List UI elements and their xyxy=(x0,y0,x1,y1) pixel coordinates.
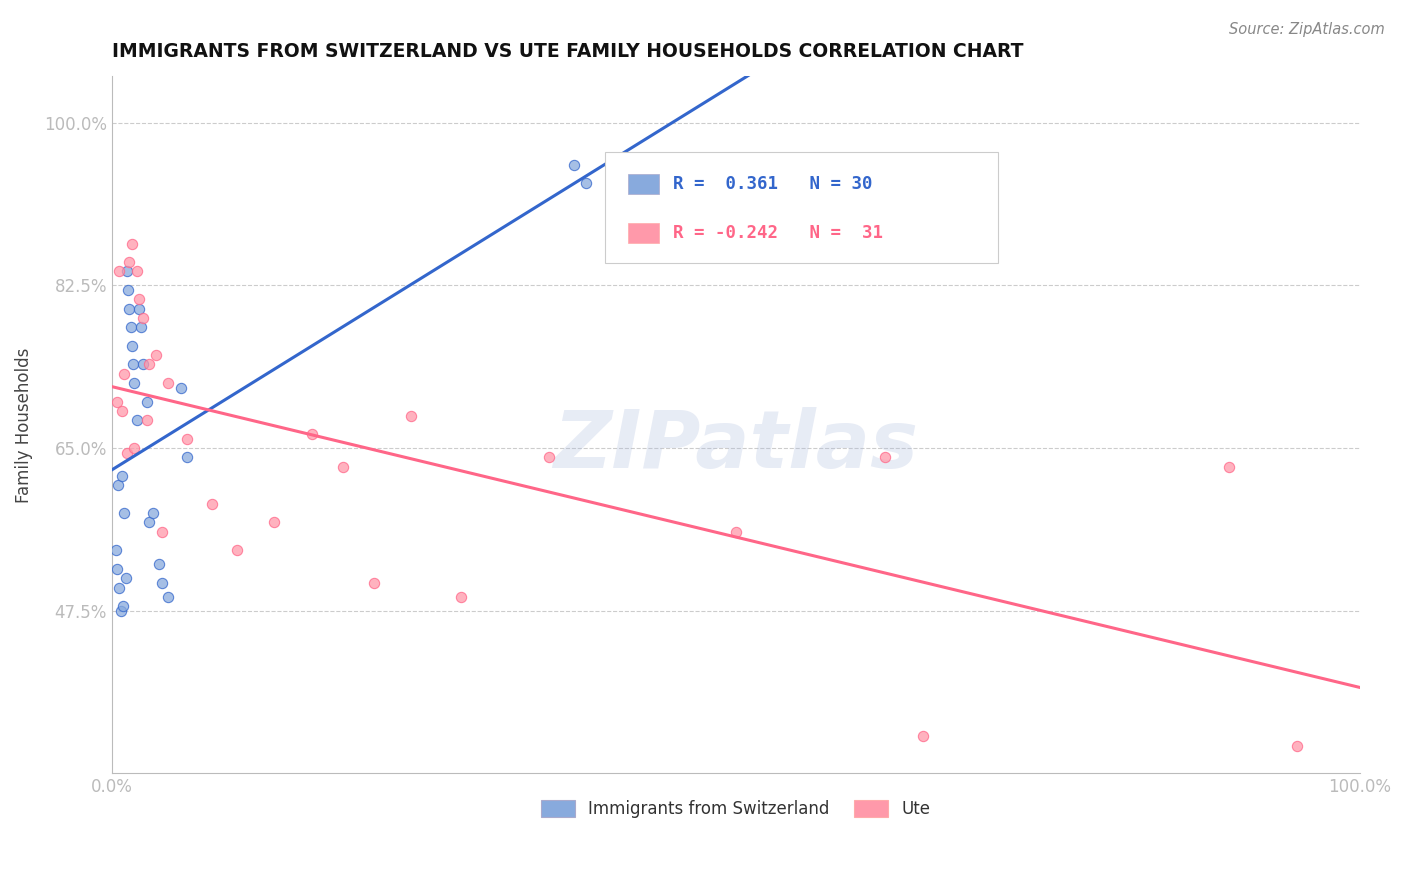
Point xyxy=(176,432,198,446)
Y-axis label: Family Households: Family Households xyxy=(15,347,32,502)
Text: R = -0.242   N =  31: R = -0.242 N = 31 xyxy=(673,224,883,242)
Point xyxy=(111,469,134,483)
Point xyxy=(401,409,423,423)
Point xyxy=(115,264,138,278)
Point xyxy=(537,450,560,465)
Point xyxy=(125,264,148,278)
Point xyxy=(111,404,134,418)
Point xyxy=(120,320,142,334)
Point xyxy=(363,575,385,590)
Point xyxy=(104,543,127,558)
Point xyxy=(301,427,323,442)
Point xyxy=(157,590,180,604)
Point xyxy=(114,367,136,381)
Point xyxy=(105,394,128,409)
Point xyxy=(135,413,157,427)
Point xyxy=(1218,459,1240,474)
Point xyxy=(132,358,155,372)
Point xyxy=(724,524,747,539)
Point xyxy=(129,320,152,334)
Point xyxy=(110,604,132,618)
Point xyxy=(121,236,143,251)
Point xyxy=(115,446,138,460)
Point xyxy=(875,450,897,465)
Point xyxy=(157,376,180,390)
Point xyxy=(121,339,143,353)
Point xyxy=(107,478,129,492)
Point xyxy=(128,293,150,307)
Point xyxy=(225,543,247,558)
Point xyxy=(114,506,136,520)
Point xyxy=(1286,739,1309,753)
Point xyxy=(128,301,150,316)
Point xyxy=(575,176,598,190)
Point xyxy=(138,516,160,530)
Point xyxy=(142,506,165,520)
Point xyxy=(176,450,198,465)
Point xyxy=(124,441,146,455)
Point xyxy=(112,599,135,613)
Point xyxy=(332,459,354,474)
Point xyxy=(125,413,148,427)
Point xyxy=(148,558,170,572)
Legend: Immigrants from Switzerland, Ute: Immigrants from Switzerland, Ute xyxy=(534,793,936,824)
Point xyxy=(105,562,128,576)
Point xyxy=(201,497,224,511)
Point xyxy=(118,255,141,269)
Point xyxy=(138,358,160,372)
Text: R =  0.361   N = 30: R = 0.361 N = 30 xyxy=(673,176,873,194)
Point xyxy=(263,516,285,530)
Point xyxy=(562,157,585,171)
Point xyxy=(150,524,173,539)
Point xyxy=(911,729,934,743)
Point xyxy=(450,590,472,604)
Point xyxy=(135,394,157,409)
Point xyxy=(145,348,167,362)
Text: ZIPatlas: ZIPatlas xyxy=(553,407,918,484)
Point xyxy=(169,381,191,395)
Text: IMMIGRANTS FROM SWITZERLAND VS UTE FAMILY HOUSEHOLDS CORRELATION CHART: IMMIGRANTS FROM SWITZERLAND VS UTE FAMIL… xyxy=(112,42,1024,61)
Point xyxy=(117,283,139,297)
Text: Source: ZipAtlas.com: Source: ZipAtlas.com xyxy=(1229,22,1385,37)
Point xyxy=(118,301,141,316)
Point xyxy=(108,264,131,278)
Point xyxy=(108,581,131,595)
Point xyxy=(124,376,146,390)
Point xyxy=(150,575,173,590)
Point xyxy=(122,358,145,372)
Point xyxy=(132,310,155,325)
Point xyxy=(114,571,136,585)
